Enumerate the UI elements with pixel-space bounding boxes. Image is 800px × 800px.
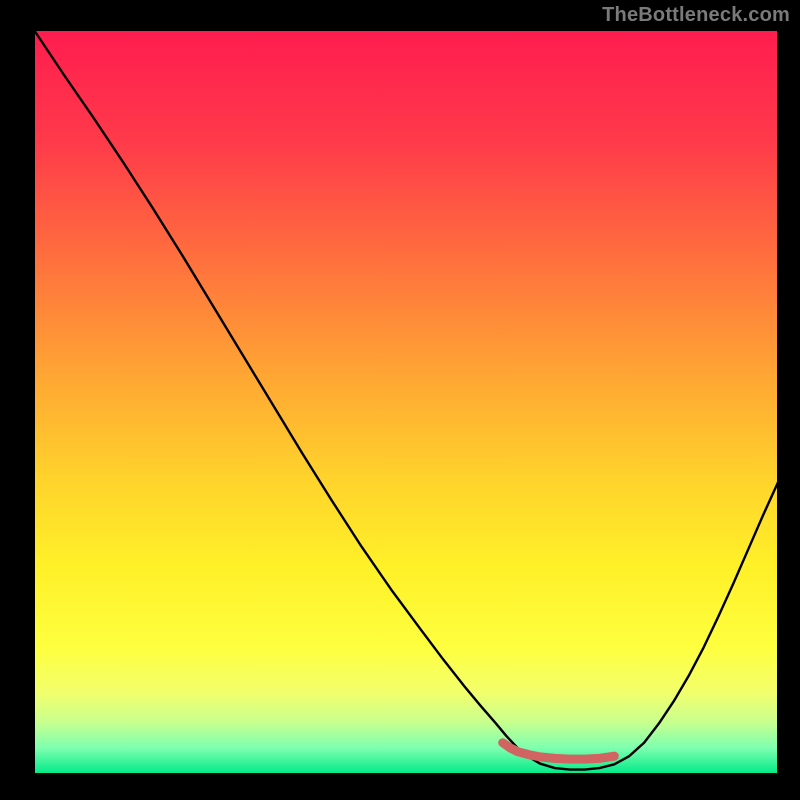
plot-background <box>34 30 778 774</box>
chart-stage: TheBottleneck.com <box>0 0 800 800</box>
chart-svg <box>0 0 800 800</box>
watermark-text: TheBottleneck.com <box>602 4 790 27</box>
